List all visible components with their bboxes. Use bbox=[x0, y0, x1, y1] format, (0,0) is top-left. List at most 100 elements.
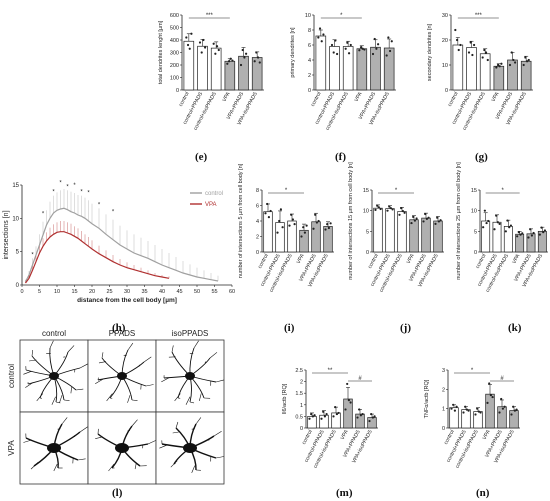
data-point bbox=[462, 411, 465, 414]
dendrite-branch bbox=[174, 393, 181, 402]
category-label: VPA bbox=[511, 253, 521, 265]
data-point bbox=[517, 231, 520, 234]
data-point bbox=[310, 412, 313, 416]
dendrite-branch bbox=[193, 340, 199, 349]
data-point bbox=[276, 231, 279, 234]
series-line-control bbox=[24, 207, 219, 282]
data-point bbox=[473, 43, 476, 47]
data-point bbox=[521, 232, 524, 235]
significance-label: * bbox=[31, 252, 34, 258]
row-header-0: control bbox=[7, 364, 16, 388]
data-point bbox=[482, 226, 485, 229]
cell-body bbox=[49, 372, 59, 380]
y-axis-label: secondary dendrites [n] bbox=[427, 23, 433, 81]
panel-label-h: (h) bbox=[112, 322, 126, 334]
data-point bbox=[326, 223, 329, 226]
neuron-grid: control PPADS isoPPADS control VPA bbox=[7, 329, 225, 485]
data-point bbox=[318, 27, 322, 30]
data-point bbox=[358, 49, 361, 52]
data-point bbox=[312, 227, 315, 230]
cell-body bbox=[47, 443, 61, 453]
legend-label: control bbox=[205, 191, 223, 197]
data-point bbox=[202, 38, 205, 42]
y-tick-label: 2 bbox=[300, 380, 303, 386]
dendrite-branch bbox=[215, 456, 224, 459]
dendrite-branch bbox=[108, 463, 115, 472]
dendrite-branch bbox=[143, 356, 152, 363]
bar-2 bbox=[503, 226, 513, 253]
y-tick-label: 8 bbox=[308, 28, 311, 34]
y-axis-label: total dendrites lenght [µm] bbox=[158, 20, 164, 84]
data-point bbox=[303, 231, 306, 234]
data-point bbox=[387, 36, 390, 39]
data-point bbox=[509, 224, 513, 227]
data-point bbox=[229, 57, 232, 60]
panel-label-i: (i) bbox=[284, 322, 295, 334]
panel-label-m: (m) bbox=[336, 487, 353, 499]
bar-5 bbox=[383, 47, 395, 91]
significance-label: * bbox=[112, 210, 115, 216]
data-point bbox=[425, 217, 428, 221]
y-tick-label: 10 bbox=[471, 209, 477, 215]
y-tick-label: 10 bbox=[442, 63, 448, 69]
dendrite-branch bbox=[53, 463, 58, 472]
category-label: VPA bbox=[491, 91, 501, 103]
data-point bbox=[349, 43, 352, 47]
data-point bbox=[515, 408, 518, 411]
data-point bbox=[377, 206, 380, 209]
data-point bbox=[538, 233, 541, 236]
data-point bbox=[313, 414, 316, 417]
data-point bbox=[379, 207, 382, 211]
bar-1 bbox=[466, 47, 477, 91]
data-point bbox=[253, 60, 256, 63]
data-point bbox=[320, 40, 323, 43]
x-tick-label: 55 bbox=[211, 289, 217, 295]
dendrite-branch bbox=[131, 399, 138, 401]
dendrite-branch bbox=[59, 395, 63, 403]
dendrite-branch bbox=[51, 396, 56, 405]
data-point bbox=[302, 226, 305, 229]
data-point bbox=[452, 403, 455, 406]
dendrite-branch bbox=[209, 352, 218, 359]
data-point bbox=[413, 219, 416, 222]
data-point bbox=[496, 221, 499, 224]
y-tick-label: 100 bbox=[170, 76, 179, 82]
data-point bbox=[467, 51, 471, 54]
y-axis-label: TNFα/actb [RQ] bbox=[424, 379, 430, 418]
data-point bbox=[200, 51, 203, 54]
data-point bbox=[477, 410, 480, 413]
data-point bbox=[334, 406, 337, 409]
dendrite-branch bbox=[145, 384, 154, 387]
dendrite-branch bbox=[31, 349, 33, 357]
bar-3 bbox=[224, 60, 236, 91]
bar-0 bbox=[373, 207, 383, 253]
data-point bbox=[346, 41, 349, 44]
data-point bbox=[375, 47, 378, 50]
data-point bbox=[476, 407, 479, 410]
y-tick-label: 10 bbox=[305, 13, 311, 19]
y-tick-label: 15 bbox=[12, 183, 19, 189]
category-label: VPA bbox=[406, 253, 416, 265]
dendrite-branch bbox=[106, 393, 113, 402]
dendrite-branch bbox=[23, 370, 32, 375]
data-point bbox=[358, 408, 361, 411]
data-point bbox=[483, 48, 486, 52]
category-label: VPA bbox=[354, 91, 364, 103]
bar-5 bbox=[433, 220, 443, 253]
data-point bbox=[459, 43, 462, 47]
data-point bbox=[454, 28, 457, 32]
dendrite-branch bbox=[127, 430, 131, 432]
y-tick-label: 10 bbox=[12, 216, 19, 222]
data-point bbox=[279, 208, 282, 211]
column-header-2: isoPPADS bbox=[172, 329, 209, 338]
data-point bbox=[512, 405, 515, 408]
x-axis-label: distance from the cell body [µm] bbox=[77, 297, 177, 304]
y-tick-label: 5 bbox=[474, 229, 477, 235]
data-point bbox=[436, 216, 439, 219]
y-tick-label: 0 bbox=[474, 250, 477, 256]
bar-5 bbox=[367, 417, 377, 429]
category-label: control bbox=[310, 91, 323, 108]
x-tick-label: 5 bbox=[38, 289, 41, 295]
data-point bbox=[542, 231, 545, 234]
